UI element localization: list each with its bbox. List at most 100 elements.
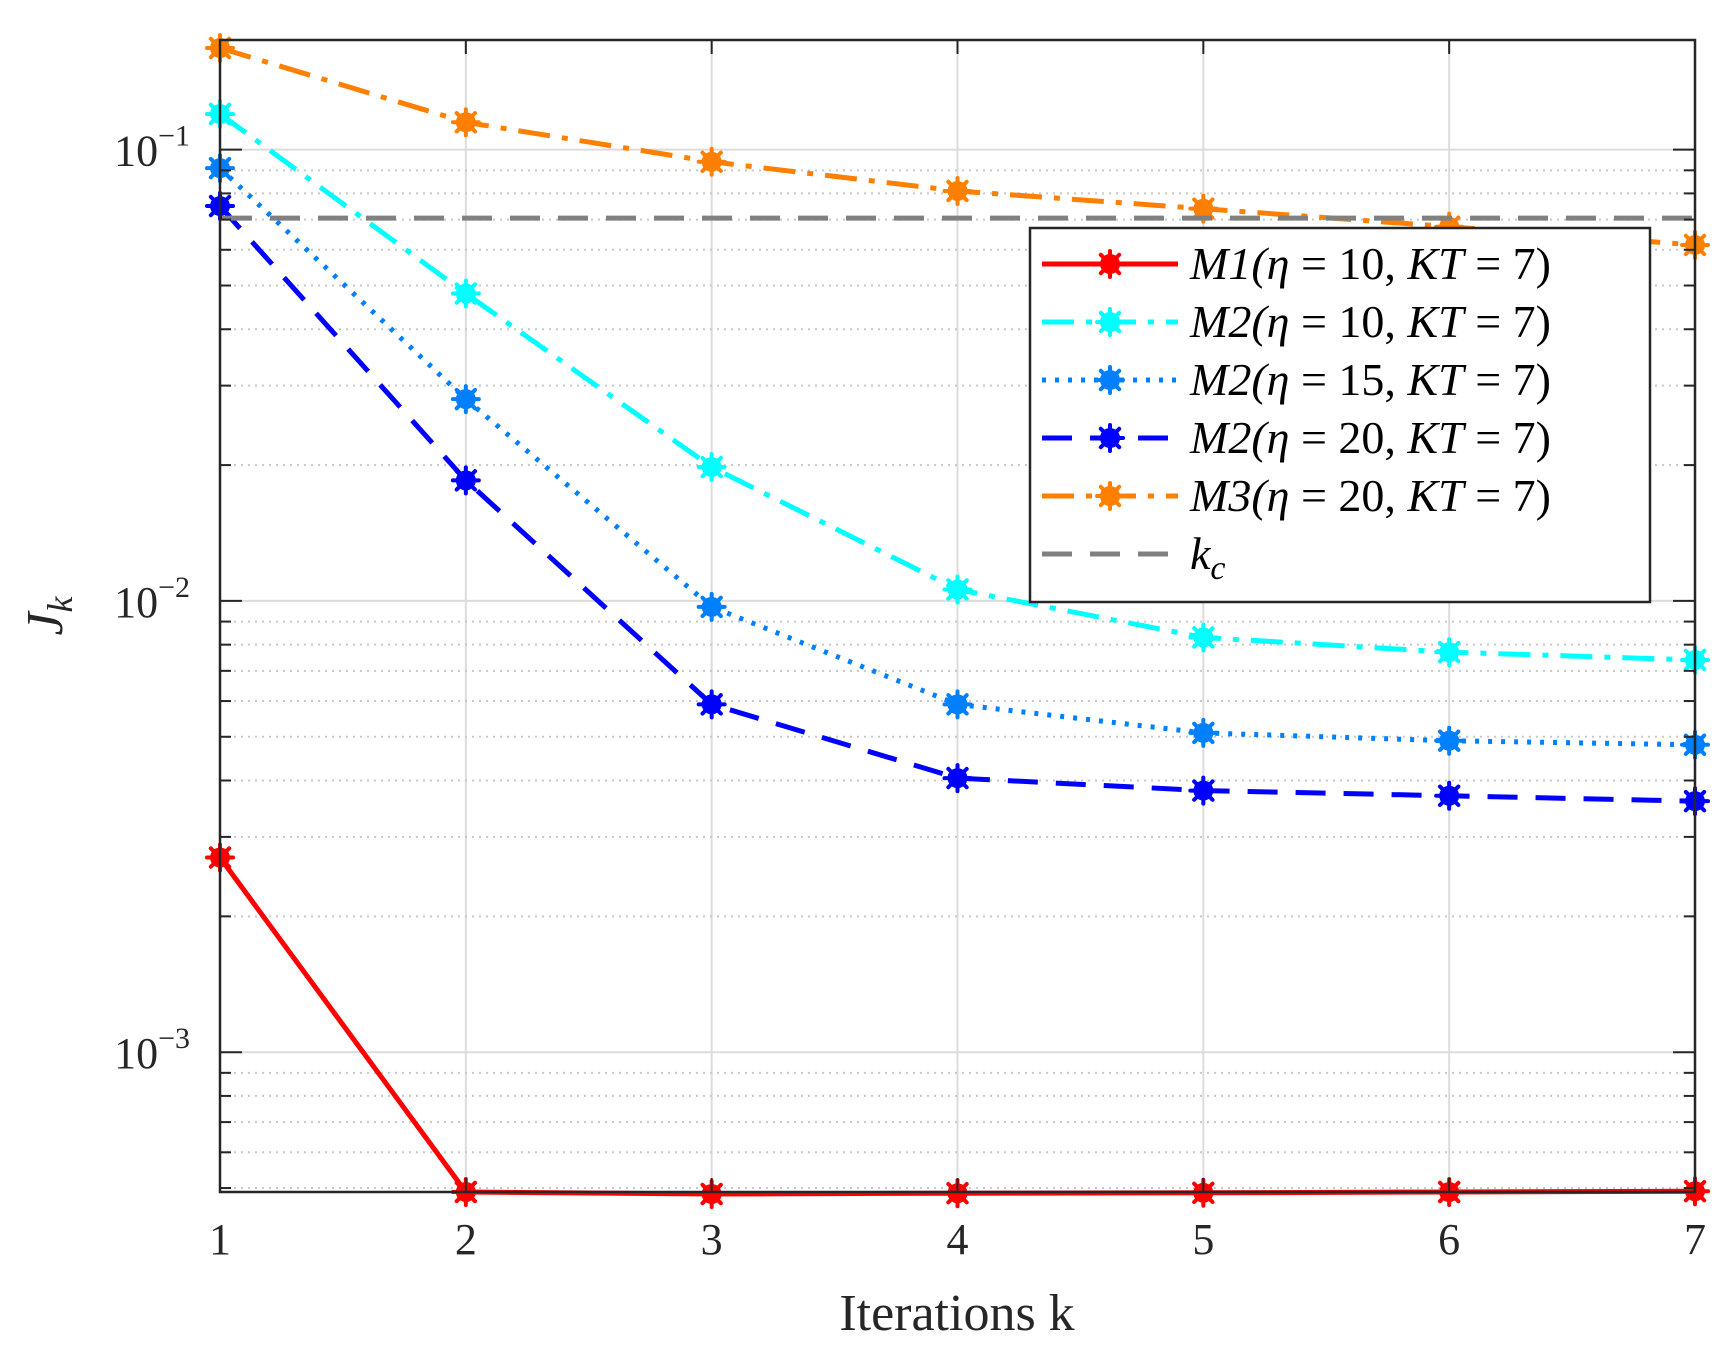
axis-ticks <box>219 40 1696 1192</box>
legend-item: M2(η = 15, KT = 7) <box>1042 354 1551 405</box>
legend-label-model: M3( <box>1189 470 1269 521</box>
legend-label-eta: η <box>1267 238 1290 289</box>
legend-label: M3(η = 20, KT = 7) <box>1189 470 1551 521</box>
data-point <box>450 384 481 415</box>
data-point <box>450 278 481 309</box>
data-point <box>1188 775 1219 806</box>
legend-label-eta-value: = 20, <box>1289 412 1407 463</box>
data-point <box>696 689 727 720</box>
legend-label-kt: KT <box>1406 470 1467 521</box>
legend-label-kt: KT <box>1406 412 1467 463</box>
legend-item: kc <box>1042 528 1226 587</box>
legend-label-symbol: k <box>1190 528 1212 579</box>
legend: M1(η = 10, KT = 7)M2(η = 10, KT = 7)M2(η… <box>1028 226 1652 604</box>
y-tick-label-base: 10 <box>114 1029 158 1078</box>
legend-label-eta: η <box>1267 470 1290 521</box>
y-tick-label-exponent: −2 <box>158 571 190 604</box>
legend-label: M2(η = 20, KT = 7) <box>1189 412 1551 463</box>
data-point-stroke <box>1192 197 1215 220</box>
data-point-stroke <box>454 469 478 492</box>
data-point-stroke <box>700 1182 723 1206</box>
legend-label: M2(η = 15, KT = 7) <box>1189 354 1551 405</box>
data-point-stroke <box>1437 729 1461 752</box>
y-tick-label-base: 10 <box>114 127 158 176</box>
legend-label-kt: KT <box>1406 354 1467 405</box>
x-tick-label: 7 <box>1684 1215 1706 1264</box>
data-point <box>696 146 727 177</box>
data-point <box>450 465 481 496</box>
x-tick-label: 5 <box>1192 1215 1214 1264</box>
data-point <box>450 107 481 138</box>
data-point <box>1434 725 1465 756</box>
data-point <box>1095 423 1125 453</box>
legend-label-model: M1( <box>1189 238 1269 289</box>
y-tick-label: 10−3 <box>114 1022 190 1078</box>
x-tick-label: 2 <box>455 1215 477 1264</box>
x-tick-label: 6 <box>1438 1215 1460 1264</box>
data-point-stroke <box>946 766 969 790</box>
data-point-stroke <box>1437 640 1461 664</box>
legend-label-eta: η <box>1267 296 1290 347</box>
legend-label-eta: η <box>1267 412 1290 463</box>
data-point-stroke <box>1098 310 1122 334</box>
legend-label-eta-value: = 10, <box>1289 296 1407 347</box>
legend-label-kt-value: = 7) <box>1464 354 1551 405</box>
data-point-stroke <box>1192 626 1215 649</box>
legend-label-model: M2( <box>1189 412 1269 463</box>
legend-label-kt-value: = 7) <box>1464 238 1551 289</box>
data-point-stroke <box>1192 721 1215 745</box>
data-point-stroke <box>1098 368 1122 392</box>
series-m2-10-kt-7- <box>205 98 1710 675</box>
legend-label-model: M2( <box>1189 354 1269 405</box>
legend-label-kt-value: = 7) <box>1464 470 1551 521</box>
data-point-stroke <box>1098 426 1122 450</box>
data-point-stroke <box>946 179 969 203</box>
data-point-stroke <box>946 693 969 716</box>
data-point <box>1188 622 1219 653</box>
y-tick-label-base: 10 <box>114 578 158 627</box>
legend-label-eta: η <box>1267 354 1290 405</box>
data-point <box>942 175 973 206</box>
data-point-stroke <box>454 282 478 305</box>
y-axis-title-subscript: k <box>40 595 80 612</box>
legend-label-subscript: c <box>1210 550 1225 587</box>
legend-label-kt: KT <box>1406 296 1467 347</box>
y-axis-title-symbol: J <box>17 610 74 636</box>
data-point-stroke <box>1192 779 1215 802</box>
data-point-stroke <box>946 578 969 601</box>
legend-label-kt-value: = 7) <box>1464 296 1551 347</box>
data-point <box>696 591 727 622</box>
x-tick-labels: 1 2 3 4 5 6 7 <box>209 1215 1706 1264</box>
legend-label-model: M2( <box>1189 296 1269 347</box>
data-point <box>1434 637 1465 668</box>
data-point-stroke <box>700 595 723 619</box>
legend-item: M2(η = 10, KT = 7) <box>1042 296 1551 347</box>
data-point-stroke <box>454 387 478 411</box>
legend-label-eta-value: = 10, <box>1289 238 1407 289</box>
data-point <box>1188 193 1219 224</box>
data-point <box>1095 365 1125 395</box>
legend-label-kt: KT <box>1406 238 1467 289</box>
legend-label-kt-value: = 7) <box>1464 412 1551 463</box>
y-tick-label-exponent: −3 <box>158 1022 190 1055</box>
legend-item: M3(η = 20, KT = 7) <box>1042 470 1551 521</box>
y-tick-label: 10−1 <box>114 120 190 176</box>
legend-label: M2(η = 10, KT = 7) <box>1189 296 1551 347</box>
legend-item: M2(η = 20, KT = 7) <box>1042 412 1551 463</box>
data-point <box>942 763 973 794</box>
x-tick-label: 1 <box>209 1215 231 1264</box>
y-axis-title: Jk <box>17 595 80 635</box>
x-tick-label: 3 <box>701 1215 723 1264</box>
data-point <box>942 574 973 605</box>
data-point-stroke <box>700 455 723 479</box>
data-point <box>1434 780 1465 811</box>
data-point <box>1095 307 1125 337</box>
data-point-stroke <box>1098 484 1122 508</box>
x-axis-title: Iterations k <box>839 1285 1074 1342</box>
data-point-stroke <box>454 111 478 134</box>
y-tick-label: 10−2 <box>114 571 190 627</box>
data-point <box>1095 481 1125 511</box>
data-point <box>942 689 973 720</box>
legend-box <box>1028 226 1652 604</box>
